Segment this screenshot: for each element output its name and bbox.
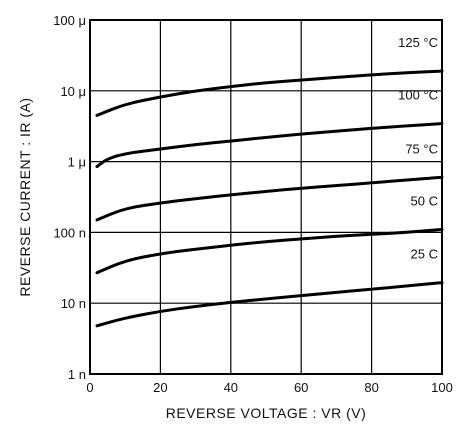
series-line	[95, 175, 444, 222]
x-tick-label: 0	[86, 380, 93, 395]
x-tick-label: 20	[153, 380, 167, 395]
x-axis-title: REVERSE VOLTAGE : VR (V)	[166, 405, 367, 421]
y-tick-label: 1 n	[68, 367, 86, 382]
y-tick-label: 1 μ	[68, 155, 86, 170]
plot-frame	[89, 19, 443, 375]
series-line	[95, 69, 444, 117]
y-tick-label: 10 μ	[60, 84, 86, 99]
x-tick-label: 100	[431, 380, 453, 395]
x-tick-label: 60	[294, 380, 308, 395]
x-tick-label: 40	[224, 380, 238, 395]
y-tick-label: 100 n	[53, 225, 86, 240]
series-group	[95, 69, 444, 328]
series-label: 75 °C	[405, 141, 438, 156]
series-line	[95, 122, 444, 169]
series-label: 100 °C	[398, 88, 438, 103]
x-tick-label: 80	[364, 380, 378, 395]
series-labels: 125 °C 100 °C 75 °C 50 C 25 C	[398, 35, 438, 262]
series-label: 125 °C	[398, 35, 438, 50]
x-tick-labels: 0 20 40 60 80 100	[86, 380, 452, 395]
y-tick-labels: 1 n 10 n 100 n 1 μ 10 μ 100 μ	[53, 13, 86, 382]
y-tick-label: 10 n	[61, 296, 86, 311]
series-label: 50 C	[411, 193, 438, 208]
series-line	[95, 281, 444, 328]
series-line	[95, 227, 444, 275]
y-axis-title: REVERSE CURRENT : IR (A)	[17, 97, 33, 296]
y-tick-label: 100 μ	[53, 13, 86, 28]
series-label: 25 C	[411, 247, 438, 262]
